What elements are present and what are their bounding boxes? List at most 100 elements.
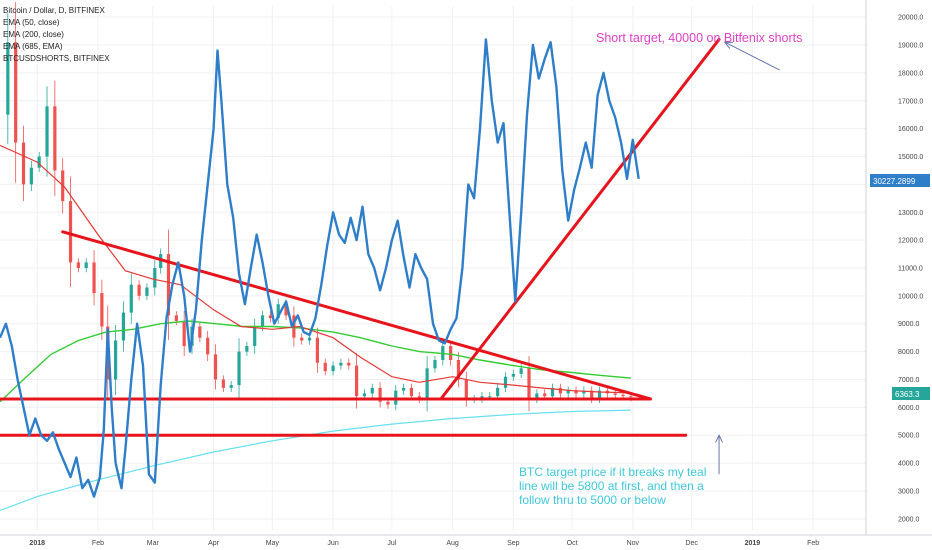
candle-body — [566, 390, 570, 394]
candle-body — [206, 337, 210, 355]
x-tick-label: Dec — [685, 540, 698, 547]
candle-body — [76, 262, 80, 268]
candle-body — [456, 359, 461, 380]
y-tick-label: 16000.0 — [898, 126, 923, 133]
candle-body — [323, 362, 327, 372]
candle-body — [331, 365, 335, 372]
candle-body — [590, 390, 594, 399]
y-tick-label: 13000.0 — [898, 210, 923, 217]
candle-body — [182, 320, 186, 347]
y-tick-label: 17000.0 — [898, 98, 923, 105]
candle-body — [496, 387, 500, 397]
candle-body — [339, 362, 343, 366]
candle-body — [543, 393, 547, 397]
candle-body — [260, 315, 265, 327]
candle-body — [21, 142, 26, 185]
candle-body — [6, 42, 10, 115]
candle-body — [409, 387, 414, 397]
x-tick-label: 2018 — [29, 540, 45, 547]
candle-body — [245, 346, 249, 352]
candle-body — [519, 368, 523, 374]
candle-body — [378, 387, 382, 402]
y-tick-label: 18000.0 — [898, 70, 923, 77]
candle-body — [307, 337, 312, 341]
candle-body — [253, 326, 257, 347]
candle-body — [300, 337, 304, 341]
candle-body — [550, 387, 555, 397]
candle-body — [284, 304, 288, 316]
y-tick-label: 9000.0 — [898, 321, 920, 328]
legend-symbol: Bitcoin / Dollar, D, BITFINEX — [3, 6, 105, 15]
annotations: Short target, 40000 on Bitfenix shorts B… — [519, 31, 802, 507]
shorts-price-tag-label: 30227.2899 — [873, 177, 916, 186]
ema50-line — [0, 144, 631, 394]
candle-body — [268, 315, 272, 319]
x-tick-label: Oct — [567, 540, 578, 547]
candle-body — [621, 394, 625, 397]
y-tick-label: 15000.0 — [898, 154, 923, 161]
candle-body — [425, 368, 429, 399]
btc-target-line-3: follow thru to 5000 or below — [519, 493, 666, 507]
x-tick-label: Mar — [147, 540, 160, 547]
x-tick-label: Sep — [507, 540, 520, 547]
legend-ema685: EMA (685, EMA) — [3, 42, 63, 51]
y-tick-label: 2000.0 — [898, 516, 920, 523]
legend-shorts: BTCUSDSHORTS, BITFINEX — [3, 54, 110, 63]
trendline — [439, 37, 721, 401]
x-tick-label: May — [266, 540, 280, 547]
candle-body — [166, 254, 171, 316]
candle-body — [137, 284, 141, 296]
candle-body — [100, 293, 104, 327]
short-target-annotation: Short target, 40000 on Bitfenix shorts — [596, 31, 802, 45]
x-tick-label: 2019 — [745, 540, 761, 547]
y-tick-label: 6000.0 — [898, 405, 920, 412]
candle-body — [315, 337, 320, 363]
candle-body — [37, 156, 41, 168]
candle-body — [174, 315, 178, 321]
y-tick-label: 10000.0 — [898, 293, 923, 300]
x-tick-label: Nov — [627, 540, 640, 547]
y-tick-label: 12000.0 — [898, 238, 923, 245]
candle-body — [29, 167, 33, 185]
candle-body — [464, 379, 468, 399]
candle-body — [535, 393, 539, 399]
candle-body — [276, 304, 280, 319]
legend-ema50: EMA (50, close) — [3, 18, 60, 27]
candle-body — [129, 284, 133, 313]
x-tick-label: Jul — [387, 540, 396, 547]
y-tick-label: 8000.0 — [898, 349, 920, 356]
x-tick-label: Feb — [92, 540, 104, 547]
candle-body — [527, 368, 531, 399]
trendline — [61, 230, 652, 401]
ema-lines — [0, 144, 631, 512]
shorts-line — [0, 38, 640, 498]
candle-body — [433, 359, 437, 369]
arrows — [715, 41, 781, 475]
candle-body — [629, 396, 633, 398]
ema200-line — [0, 320, 631, 403]
candle-body — [14, 42, 18, 143]
btc-price-tag — [892, 387, 930, 400]
shorts-series-line — [0, 38, 640, 498]
btc-target-line-2: line will be 5800 at first, and then a — [519, 479, 704, 493]
candle-body — [347, 362, 351, 366]
arrow-head — [723, 41, 733, 49]
candle-body — [121, 312, 126, 341]
y-tick-label: 20000.0 — [898, 15, 923, 22]
arrow-head — [715, 434, 723, 443]
candle-body — [229, 385, 233, 388]
candle-body — [386, 401, 390, 405]
x-tick-label: Apr — [208, 540, 220, 547]
btc-price-tag-label: 6363.3 — [895, 390, 920, 399]
candle-body — [213, 354, 218, 380]
candle-body — [613, 393, 617, 395]
candle-body — [45, 106, 49, 157]
candle-body — [145, 287, 149, 296]
btc-target-line-1: BTC target price if it breaks my teal — [519, 465, 706, 479]
y-tick-label: 19000.0 — [898, 43, 923, 50]
legend: Bitcoin / Dollar, D, BITFINEX EMA (50, c… — [3, 6, 110, 63]
y-tick-label: 4000.0 — [898, 461, 920, 468]
y-tick-label: 11000.0 — [898, 266, 923, 273]
